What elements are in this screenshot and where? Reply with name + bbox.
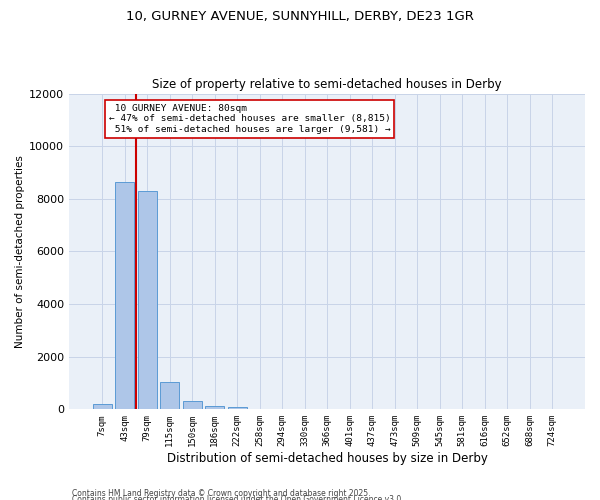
Bar — [182, 400, 202, 409]
Bar — [137, 191, 157, 410]
Title: Size of property relative to semi-detached houses in Derby: Size of property relative to semi-detach… — [152, 78, 502, 91]
Bar — [227, 408, 247, 410]
X-axis label: Distribution of semi-detached houses by size in Derby: Distribution of semi-detached houses by … — [167, 452, 488, 465]
Bar — [115, 182, 134, 410]
Y-axis label: Number of semi-detached properties: Number of semi-detached properties — [15, 155, 25, 348]
Text: 10, GURNEY AVENUE, SUNNYHILL, DERBY, DE23 1GR: 10, GURNEY AVENUE, SUNNYHILL, DERBY, DE2… — [126, 10, 474, 23]
Text: Contains public sector information licensed under the Open Government Licence v3: Contains public sector information licen… — [72, 495, 404, 500]
Text: Contains HM Land Registry data © Crown copyright and database right 2025.: Contains HM Land Registry data © Crown c… — [72, 488, 371, 498]
Text: 10 GURNEY AVENUE: 80sqm
← 47% of semi-detached houses are smaller (8,815)
 51% o: 10 GURNEY AVENUE: 80sqm ← 47% of semi-de… — [109, 104, 391, 134]
Bar — [92, 404, 112, 409]
Bar — [160, 382, 179, 409]
Bar — [205, 406, 224, 409]
